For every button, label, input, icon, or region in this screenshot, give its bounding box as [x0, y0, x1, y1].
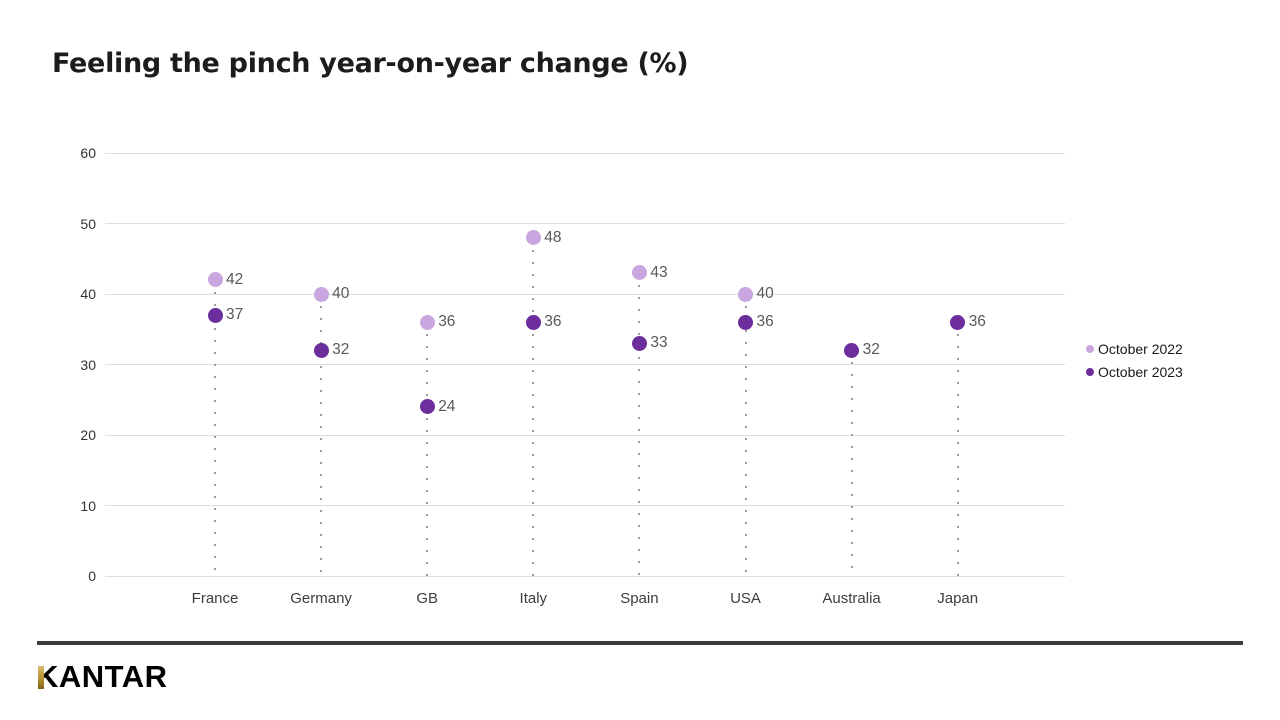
data-point-label: 42 [226, 270, 244, 288]
data-point-label: 37 [226, 306, 244, 324]
gridline [105, 293, 1065, 295]
data-point-october-2022 [207, 272, 223, 288]
data-point-october-2022 [631, 265, 647, 281]
footer-divider [37, 641, 1243, 645]
data-point-label: 24 [438, 397, 456, 415]
data-point-label: 33 [650, 334, 668, 352]
kantar-logo-text: KANTAR [36, 659, 168, 694]
data-point-october-2023 [844, 342, 860, 358]
data-point-october-2023 [738, 314, 753, 330]
data-point-october-2022 [313, 286, 329, 302]
data-point-label: 40 [332, 285, 350, 302]
y-axis-labels: 0 10 20 30 40 50 60 [40, 145, 96, 584]
stem-line [956, 322, 959, 576]
legend-label-october-2022: October 2022 [1098, 341, 1183, 357]
data-point-label: 40 [756, 285, 774, 302]
stem-line [214, 279, 216, 576]
data-point-october-2023 [525, 314, 541, 330]
data-point-october-2023 [313, 342, 329, 358]
x-category-label: Italy [519, 590, 548, 607]
data-point-label: 48 [544, 228, 562, 246]
legend-label-october-2023: October 2023 [1098, 364, 1183, 380]
y-tick-label: 40 [80, 286, 96, 302]
stem-line [532, 237, 535, 576]
stem-line [744, 294, 747, 576]
y-tick-label: 50 [80, 215, 96, 232]
data-point-october-2023 [419, 399, 435, 415]
data-point-label: 43 [650, 263, 668, 281]
y-tick-label: 10 [80, 497, 96, 514]
x-category-label: Spain [620, 590, 659, 607]
y-tick-label: 20 [80, 427, 96, 443]
legend-item-october-2023: October 2023 [1086, 364, 1183, 380]
x-category-label: USA [730, 590, 761, 607]
x-category-label: France [191, 590, 239, 607]
data-point-label: 36 [544, 313, 562, 331]
gridline [105, 152, 1065, 154]
data-point-label: 32 [332, 341, 350, 359]
data-point-october-2023 [207, 307, 223, 323]
data-point-october-2022 [525, 230, 541, 246]
x-category-label: GB [416, 590, 439, 607]
data-point-october-2023 [950, 314, 966, 330]
x-category-label: Japan [937, 590, 979, 607]
kantar-logo-accent-bar [38, 666, 44, 689]
data-point-label: 32 [862, 341, 880, 359]
plot-area: France Germany GB Italy Spain USA Australia Jap… [105, 152, 1065, 607]
y-tick-label: 60 [80, 145, 96, 161]
data-point-label: 36 [968, 313, 986, 331]
stem-line [426, 322, 429, 576]
gridline [105, 223, 1065, 224]
x-category-label: Germany [290, 590, 352, 607]
data-point-label: 36 [756, 313, 774, 331]
legend-dot-october-2022 [1086, 345, 1094, 353]
legend: October 2022 October 2023 [1086, 341, 1183, 387]
y-tick-label: 30 [80, 356, 96, 373]
gridline [105, 434, 1065, 436]
kantar-logo: KANTAR [36, 660, 168, 694]
stem-line [850, 350, 853, 576]
data-point-october-2023 [631, 335, 647, 351]
data-point-october-2022 [738, 286, 753, 302]
x-category-label: Australia [822, 590, 881, 607]
data-point-october-2022 [419, 314, 435, 330]
gridline [105, 364, 1065, 365]
stem-line [320, 294, 323, 576]
legend-item-october-2022: October 2022 [1086, 341, 1183, 357]
data-point-label: 36 [438, 313, 456, 331]
stem-line [638, 272, 641, 576]
gridline [105, 505, 1065, 506]
y-tick-label: 0 [88, 568, 96, 584]
legend-dot-october-2023 [1086, 368, 1094, 376]
chart-title: Feeling the pinch year-on-year change (%… [52, 48, 689, 79]
gridline [105, 575, 1065, 577]
